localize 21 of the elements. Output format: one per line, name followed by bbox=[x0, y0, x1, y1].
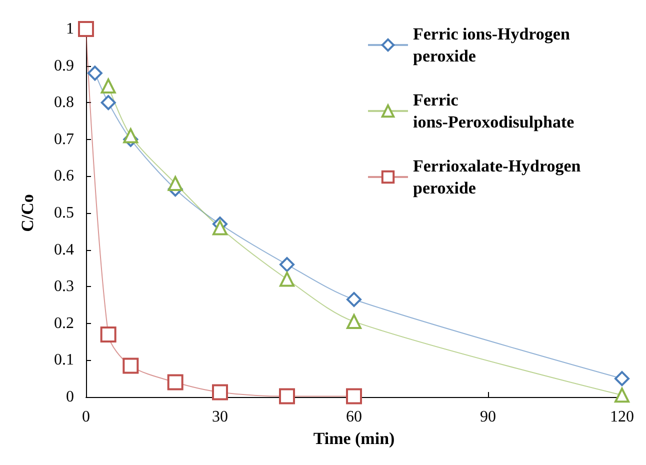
x-tick-label: 60 bbox=[346, 408, 362, 426]
y-tick-label: 0.6 bbox=[54, 168, 74, 185]
x-tick-label: 30 bbox=[212, 408, 228, 426]
y-tick-label: 1 bbox=[66, 20, 74, 38]
x-tick-label: 120 bbox=[610, 408, 634, 426]
y-tick-label: 0.3 bbox=[54, 278, 74, 296]
legend-label: Ferric ions-Hydrogen peroxide bbox=[413, 24, 574, 66]
x-tick-label: 0 bbox=[82, 408, 90, 426]
x-axis-title: Time (min) bbox=[313, 428, 395, 448]
legend-label: Ferrioxalate-Hydrogen peroxide bbox=[413, 156, 586, 198]
legend-label: Ferric ions-Peroxodisulphate bbox=[413, 90, 575, 132]
y-tick-label: 0.9 bbox=[54, 57, 74, 74]
y-tick-label: 0 bbox=[66, 388, 74, 406]
y-tick-label: 0.8 bbox=[54, 94, 74, 112]
y-axis-title: C/Co bbox=[18, 194, 37, 232]
y-tick-label: 0.2 bbox=[54, 314, 74, 332]
y-tick-label: 0.1 bbox=[54, 352, 74, 369]
y-tick-label: 0.5 bbox=[54, 204, 74, 222]
x-tick-label: 90 bbox=[480, 408, 496, 426]
y-tick-label: 0.4 bbox=[54, 241, 74, 258]
y-tick-label: 0.7 bbox=[54, 130, 74, 148]
